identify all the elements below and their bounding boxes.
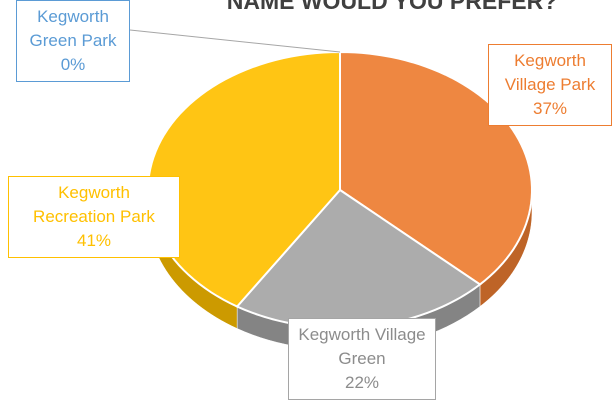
data-label: Kegworth Recreation Park 41%	[8, 176, 180, 258]
data-label: Kegworth Village Green 22%	[288, 318, 436, 400]
chart-title: NAME WOULD YOU PREFER?	[226, 0, 558, 14]
slice	[339, 50, 533, 286]
label-category: Kegworth Recreation Park	[33, 183, 155, 226]
label-category: Kegworth Green Park	[29, 7, 117, 50]
label-value: 0%	[60, 55, 86, 74]
data-label: Kegworth Green Park 0%	[16, 0, 130, 82]
slice	[147, 50, 341, 308]
leader-line	[129, 29, 341, 53]
data-label: Kegworth Village Park 37%	[488, 44, 612, 126]
label-category: Kegworth Village Park	[504, 51, 596, 94]
label-value: 37%	[532, 99, 568, 118]
label-category: Kegworth Village Green	[298, 325, 426, 368]
label-value: 22%	[344, 373, 380, 392]
label-value: 41%	[76, 231, 112, 250]
